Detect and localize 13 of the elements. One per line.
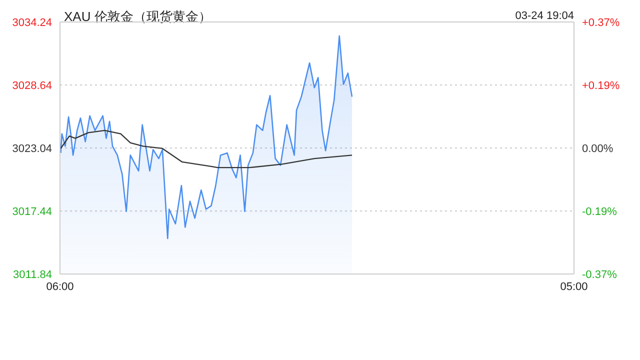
y2-tick-label: +0.37% (582, 17, 620, 29)
x-tick-label: 06:00 (46, 280, 74, 293)
annotation: 03-24 19:04 (515, 10, 574, 22)
y2-tick-label: 0.00% (582, 143, 614, 155)
y-tick-label: 3023.04 (12, 143, 52, 155)
y-tick-label: 3011.84 (13, 269, 52, 281)
y2-tick-label: -0.19% (582, 206, 618, 218)
y2-tick-label: +0.19% (582, 80, 620, 92)
y-tick-label: 3028.64 (12, 80, 52, 92)
y-tick-label: 3034.24 (12, 17, 52, 29)
y-tick-label: 3017.44 (12, 206, 52, 218)
y2-tick-label: -0.37% (582, 269, 618, 281)
x-tick-label: 05:00 (560, 280, 588, 293)
